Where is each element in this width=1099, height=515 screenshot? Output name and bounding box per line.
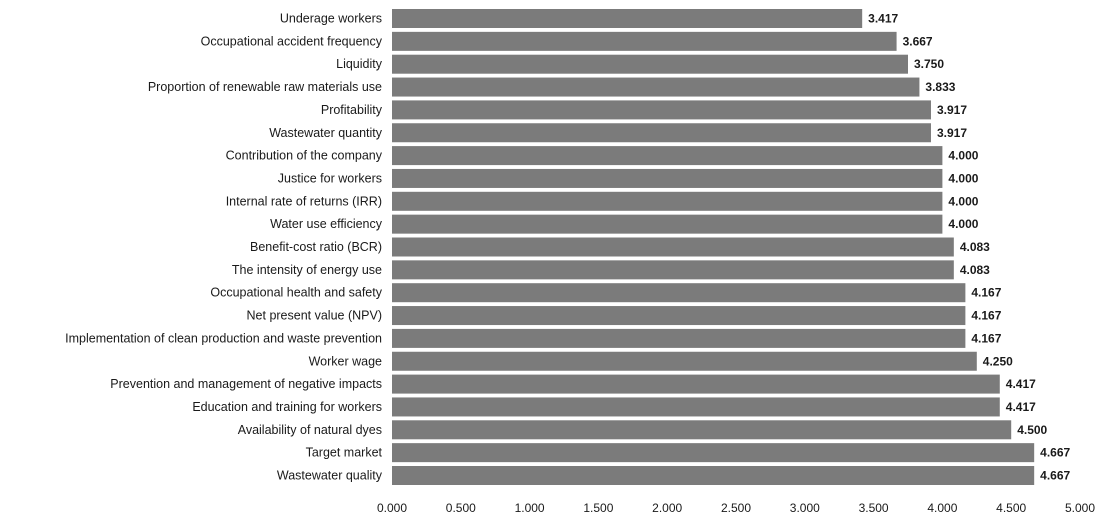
category-label: Justice for workers <box>278 171 382 185</box>
value-label: 4.167 <box>971 331 1001 345</box>
x-tick-label: 1.500 <box>583 501 613 515</box>
category-label: Implementation of clean production and w… <box>65 331 382 345</box>
category-label: Contribution of the company <box>226 149 383 163</box>
category-label: Target market <box>306 446 383 460</box>
category-label: Underage workers <box>280 12 382 26</box>
bar <box>392 283 966 303</box>
bar <box>392 466 1035 485</box>
category-label: Occupational health and safety <box>210 286 382 300</box>
x-tick-label: 3.000 <box>790 501 820 515</box>
category-label: Benefit-cost ratio (BCR) <box>250 240 382 254</box>
category-labels: Underage workers Occupational accident fr… <box>65 12 383 483</box>
category-label: Wastewater quality <box>277 469 383 483</box>
category-label: Occupational accident frequency <box>201 34 383 48</box>
value-label: 4.167 <box>971 286 1001 300</box>
x-tick-label: 1.000 <box>515 501 545 515</box>
value-labels: 3.417 3.667 3.750 3.833 3.917 3.917 4.000 4.000… <box>868 12 1070 483</box>
bar <box>392 123 931 143</box>
bar <box>392 328 966 348</box>
value-label: 4.000 <box>948 171 978 185</box>
bar <box>392 146 943 166</box>
category-label: Prevention and management of negative im… <box>110 377 382 391</box>
bars-layer <box>392 9 1035 485</box>
category-label: Water use efficiency <box>270 217 383 231</box>
bar <box>392 9 863 28</box>
bar <box>392 397 1000 417</box>
x-axis-ticks: 0.000 0.500 1.000 1.500 2.000 2.500 3.000 3.500… <box>377 501 1095 515</box>
bar <box>392 306 966 326</box>
x-tick-label: 0.500 <box>446 501 476 515</box>
value-label: 4.083 <box>960 263 990 277</box>
bar <box>392 260 954 280</box>
category-label: Proportion of renewable raw materials us… <box>148 80 382 94</box>
value-label: 3.417 <box>868 12 898 26</box>
category-label: The intensity of energy use <box>232 263 382 277</box>
category-label: Wastewater quantity <box>269 126 383 140</box>
x-tick-label: 0.000 <box>377 501 407 515</box>
value-label: 3.917 <box>937 126 967 140</box>
value-label: 4.417 <box>1006 377 1036 391</box>
bar <box>392 374 1000 394</box>
value-label: 4.167 <box>971 309 1001 323</box>
bar <box>392 420 1012 440</box>
value-label: 4.083 <box>960 240 990 254</box>
value-label: 4.667 <box>1040 469 1070 483</box>
bar <box>392 237 954 257</box>
category-label: Availability of natural dyes <box>238 423 382 437</box>
value-label: 3.667 <box>903 34 933 48</box>
value-label: 4.417 <box>1006 400 1036 414</box>
value-label: 3.917 <box>937 103 967 117</box>
category-label: Profitability <box>321 103 383 117</box>
x-tick-label: 4.500 <box>996 501 1026 515</box>
value-label: 4.000 <box>948 217 978 231</box>
category-label: Net present value (NPV) <box>247 309 382 323</box>
bar <box>392 54 908 74</box>
bar <box>392 214 943 234</box>
value-label: 3.833 <box>925 80 955 94</box>
category-label: Internal rate of returns (IRR) <box>226 194 382 208</box>
value-label: 4.500 <box>1017 423 1047 437</box>
bar <box>392 168 943 188</box>
x-tick-label: 5.000 <box>1065 501 1095 515</box>
category-label: Liquidity <box>336 57 383 71</box>
x-tick-label: 3.500 <box>859 501 889 515</box>
value-label: 4.000 <box>948 149 978 163</box>
value-label: 4.000 <box>948 194 978 208</box>
x-tick-label: 4.000 <box>927 501 957 515</box>
category-label: Education and training for workers <box>192 400 382 414</box>
bar <box>392 31 897 51</box>
bar <box>392 77 920 97</box>
bar <box>392 100 931 120</box>
value-label: 4.250 <box>983 354 1013 368</box>
value-label: 4.667 <box>1040 446 1070 460</box>
value-label: 3.750 <box>914 57 944 71</box>
category-label: Worker wage <box>309 354 382 368</box>
bar <box>392 443 1035 463</box>
bar <box>392 191 943 211</box>
bar <box>392 351 977 371</box>
x-tick-label: 2.500 <box>721 501 751 515</box>
x-tick-label: 2.000 <box>652 501 682 515</box>
